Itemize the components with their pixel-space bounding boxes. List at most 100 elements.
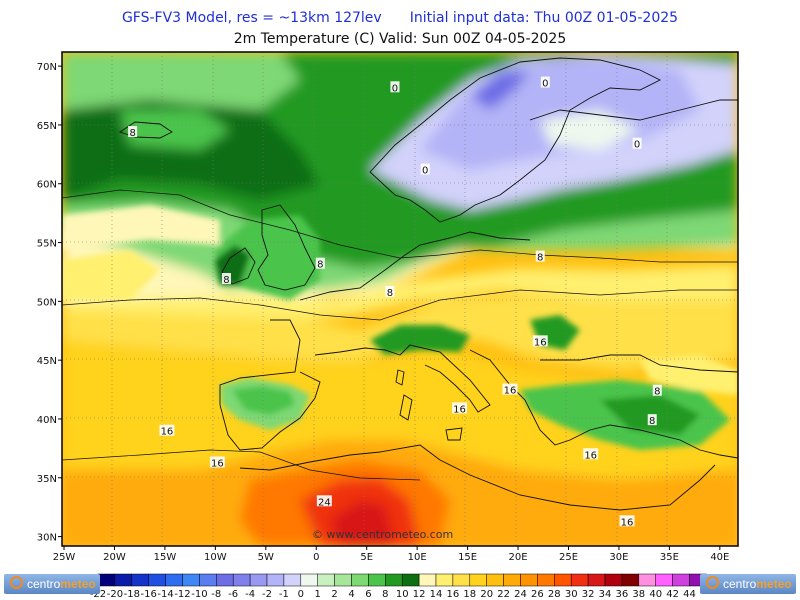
colorbar-label: 2 (331, 589, 337, 600)
contour-label-bg (619, 515, 635, 527)
colorbar-swatch (148, 573, 166, 587)
colorbar-swatch (435, 573, 454, 587)
colorbar-swatch (199, 573, 217, 587)
coastlines (118, 57, 738, 511)
colorbar-swatch (317, 573, 335, 587)
contour-label: 8 (223, 275, 229, 286)
map-frame (61, 51, 739, 547)
colorbar-label: 10 (396, 589, 409, 600)
contour-label-bg (452, 402, 468, 414)
colorbar-swatch (114, 573, 133, 587)
contour-label: 8 (317, 260, 323, 271)
contour-label: 16 (453, 404, 466, 415)
header-model-line: GFS-FV3 Model, res = ~13km 127lev Initial… (0, 10, 800, 26)
latitude-ticks: 70N 65N 60N 55N 50N 45N 40N 35N 30N (37, 62, 62, 544)
contour-label: 16 (211, 458, 224, 469)
logo-circle-icon (10, 576, 23, 589)
init-label: Initial input data: Thu 00Z 01-05-2025 (409, 10, 679, 26)
colorbar-swatch (638, 573, 656, 587)
contour-label: 16 (534, 337, 547, 348)
lat-tick-label: 30N (37, 533, 57, 544)
product-label: 2m Temperature (C) Valid: Sun 00Z 04-05-… (233, 31, 567, 47)
contour-label-bg (647, 414, 657, 426)
colorbar-swatch (452, 573, 471, 587)
colorbar-label: -20 (107, 589, 123, 600)
colorbar-swatch (97, 573, 116, 587)
lon-tick-label: 5W (258, 552, 274, 563)
lon-tick-label: 20E (509, 552, 528, 563)
lon-tick-label: 20W (103, 552, 126, 563)
contour-label-bg (390, 81, 400, 93)
contour-label-bg (652, 384, 662, 396)
lat-tick-label: 35N (37, 474, 57, 485)
lon-tick-label: 35E (660, 552, 679, 563)
colorbar-swatch (131, 573, 149, 587)
contour-label-bg (540, 76, 550, 88)
colorbar-label: -18 (124, 589, 140, 600)
colorbar: -22 -20 -18 -16 -14 -12 -10 -8 -6 -4 -2 -1 0 1 2 4 6 8 10 1… (85, 573, 719, 600)
colorbar-label: 26 (531, 589, 544, 600)
contour-label-bg (632, 137, 642, 149)
colorbar-swatch (368, 573, 386, 587)
contour-label: 8 (649, 416, 655, 427)
colorbar-label: 30 (565, 589, 578, 600)
colorbar-label: 18 (463, 589, 476, 600)
centrometeo-logo-right: centrometeo (700, 574, 796, 594)
contour-label: 16 (504, 386, 517, 397)
contour-label: 0 (422, 166, 428, 177)
contour-label-bg (532, 335, 548, 347)
colorbar-swatch (385, 573, 403, 587)
colorbar-swatch (486, 573, 504, 587)
colorbar-label: -22 (90, 589, 106, 600)
lon-tick-label: 15W (154, 552, 177, 563)
colorbar-swatch (266, 573, 285, 587)
colorbar-label: 36 (616, 589, 629, 600)
lon-tick-label: 5E (360, 552, 373, 563)
colorbar-swatch (469, 573, 487, 587)
colorbar-label: -1 (279, 589, 289, 600)
model-label: GFS-FV3 Model, res = ~13km 127lev (121, 10, 382, 26)
lon-tick-label: 15E (458, 552, 477, 563)
contour-label: 8 (654, 387, 660, 398)
centrometeo-logo-left: centrometeo (4, 574, 100, 594)
lat-tick-label: 70N (37, 62, 57, 73)
colorbar-swatch (537, 573, 555, 587)
colorbar-swatch (503, 573, 521, 587)
colorbar-swatch (570, 573, 589, 587)
colorbar-label: 22 (497, 589, 510, 600)
colorbar-label: 0 (298, 589, 304, 600)
lat-tick-label: 65N (37, 121, 57, 132)
colorbar-label: -6 (228, 589, 238, 600)
lon-tick-label: 0 (313, 552, 319, 563)
colorbar-label: 34 (599, 589, 612, 600)
colorbar-label: -2 (262, 589, 272, 600)
lon-tick-label: 10E (408, 552, 427, 563)
contour-labels: 0 0 0 0 8 8 8 8 8 16 16 16 16 16 8 8 16 24 16 (128, 76, 662, 528)
colorbar-label: 44 (683, 589, 696, 600)
colorbar-swatch (165, 573, 183, 587)
colorbar-label: -16 (141, 589, 157, 600)
colorbar-swatch (587, 573, 606, 587)
colorbar-label: 6 (365, 589, 371, 600)
contour-label-bg (209, 456, 225, 468)
colorbar-label: 12 (413, 589, 426, 600)
watermark: © www.centrometeo.com (312, 528, 453, 541)
lat-tick-label: 40N (37, 415, 57, 426)
colorbar-label: 20 (480, 589, 493, 600)
contour-label-bg (535, 250, 545, 262)
colorbar-label: -10 (191, 589, 207, 600)
colorbar-label: -12 (174, 589, 190, 600)
colorbar-swatch (655, 573, 673, 587)
logo-circle-icon (706, 576, 719, 589)
colorbar-label: 42 (666, 589, 679, 600)
colorbar-swatch (283, 573, 302, 587)
field-layer (62, 52, 738, 546)
colorbar-label: 4 (348, 589, 354, 600)
colorbar-label: -8 (211, 589, 221, 600)
lon-tick-label: 25W (53, 552, 76, 563)
colorbar-label: -14 (157, 589, 173, 600)
colorbar-label: 14 (430, 589, 443, 600)
graticule (62, 52, 738, 546)
contour-label-bg (221, 273, 231, 285)
